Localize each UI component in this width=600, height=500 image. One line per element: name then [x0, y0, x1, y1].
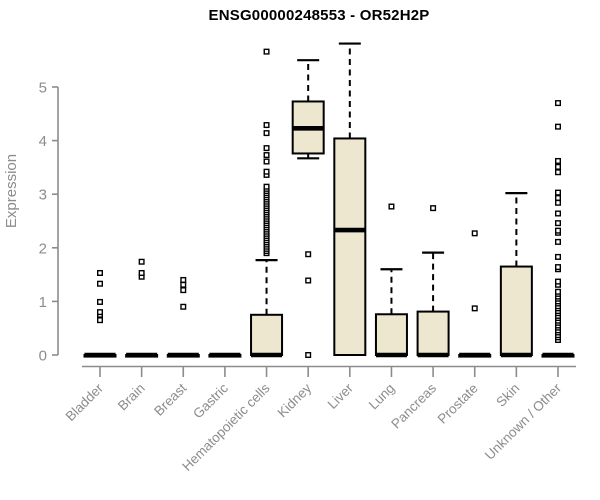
- outlier-point: [263, 48, 270, 55]
- outlier-point: [555, 210, 562, 217]
- outlier-point: [96, 317, 103, 324]
- outlier-point: [430, 205, 437, 212]
- axes: 0 1 2 3 4 5 Expression Bladder Brain Breast Gastri…: [3, 80, 576, 474]
- boxplot-gastric: [208, 352, 242, 358]
- x-tick-label: Pancreas: [388, 380, 439, 431]
- outlier-point: [555, 278, 562, 285]
- outlier-point: [263, 130, 270, 137]
- outlier-point: [180, 276, 187, 283]
- outlier-point: [305, 352, 312, 359]
- outlier-point: [96, 280, 103, 287]
- outlier-point: [555, 169, 562, 176]
- y-tick-label: 0: [39, 348, 47, 365]
- y-tick-label: 5: [39, 80, 47, 97]
- outlier-point: [263, 145, 270, 152]
- outlier-point: [263, 183, 270, 190]
- boxplot-unknown-other: [541, 100, 575, 358]
- outlier-point: [388, 203, 395, 210]
- boxplot-kidney: [291, 59, 325, 359]
- outlier-point: [263, 168, 270, 175]
- boxplot-hematopoietic-cells: [250, 48, 284, 358]
- x-tick-label: Prostate: [435, 381, 481, 427]
- x-tick-label: Kidney: [275, 380, 315, 420]
- outlier-point: [555, 220, 562, 227]
- outlier-point: [555, 189, 562, 196]
- x-tick-label: Liver: [325, 380, 357, 412]
- outlier-point: [555, 264, 562, 271]
- x-tick-label: Unknown / Other: [482, 380, 565, 463]
- outlier-point: [555, 100, 562, 107]
- outlier-point: [96, 309, 103, 316]
- outlier-point: [555, 194, 562, 201]
- box-iqr: [250, 313, 284, 356]
- outlier-point: [305, 277, 312, 284]
- box-iqr: [416, 310, 450, 357]
- x-tick-label: Skin: [493, 381, 522, 410]
- outlier-point: [471, 230, 478, 237]
- y-tick-label: 3: [39, 187, 47, 204]
- chart-title: ENSG00000248553 - OR52H2P: [208, 7, 430, 24]
- x-tick-label: Breast: [151, 380, 189, 418]
- x-tick-label: Brain: [115, 381, 148, 414]
- box-iqr: [499, 265, 533, 356]
- boxplot-prostate: [458, 230, 492, 358]
- boxplot-liver: [333, 42, 367, 356]
- outlier-point: [263, 122, 270, 129]
- y-tick-label: 2: [39, 240, 47, 257]
- y-tick-label: 4: [39, 133, 47, 150]
- outlier-point: [555, 163, 562, 170]
- boxplot-lung: [374, 203, 408, 358]
- outlier-point: [305, 251, 312, 258]
- outlier-point: [138, 269, 145, 276]
- outlier-point: [96, 269, 103, 276]
- outlier-point: [263, 158, 270, 165]
- boxplot-brain: [125, 258, 159, 358]
- box-iqr: [333, 137, 367, 356]
- outlier-point: [180, 287, 187, 294]
- x-tick-label: Lung: [366, 381, 398, 413]
- boxplot-skin: [499, 192, 533, 358]
- x-tick-label: Gastric: [190, 380, 231, 421]
- boxplot-pancreas: [416, 205, 450, 358]
- outlier-point: [96, 298, 103, 305]
- outlier-point: [555, 227, 562, 234]
- outlier-point: [471, 305, 478, 312]
- outlier-point: [555, 199, 562, 206]
- x-tick-label: Bladder: [63, 380, 107, 424]
- outlier-point: [180, 281, 187, 288]
- outlier-point: [555, 288, 562, 295]
- outlier-point: [555, 238, 562, 245]
- box-iqr: [374, 313, 408, 357]
- y-tick-label: 1: [39, 294, 47, 311]
- boxplot-bladder: [83, 269, 117, 358]
- outlier-point: [555, 123, 562, 130]
- y-axis-title: Expression: [3, 154, 20, 228]
- boxplot-breast: [166, 276, 200, 358]
- outlier-point: [263, 152, 270, 159]
- outlier-point: [555, 253, 562, 260]
- outlier-point: [555, 157, 562, 164]
- outlier-point: [138, 258, 145, 265]
- outlier-point: [180, 303, 187, 310]
